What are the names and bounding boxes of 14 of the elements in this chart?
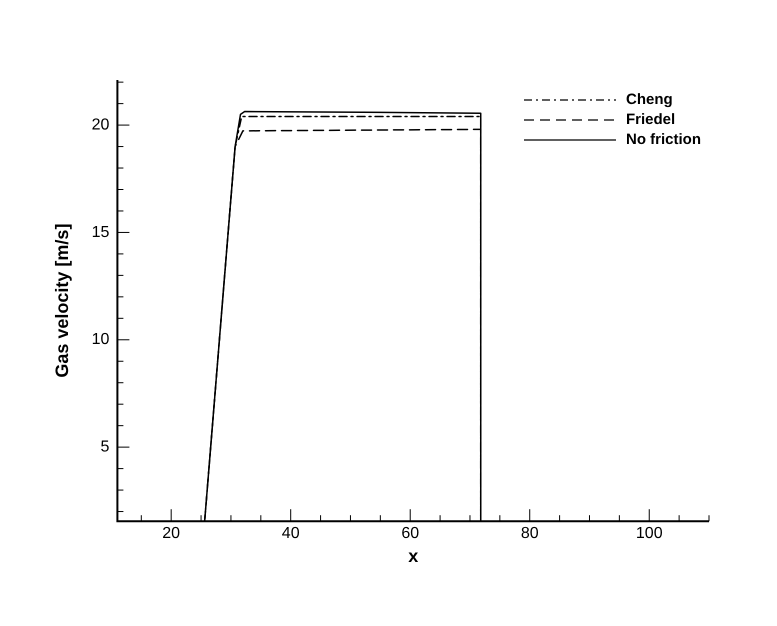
x-tick-label: 40	[282, 525, 300, 542]
x-tick-label: 20	[162, 525, 180, 542]
text: Cheng	[626, 91, 673, 108]
x-tick-label: 60	[401, 525, 420, 542]
y-tick-label: 10	[92, 331, 110, 348]
x-tick-label: 80	[520, 525, 539, 542]
text: Friedel	[626, 111, 676, 128]
x-axis-title: x	[408, 546, 418, 566]
y-tick-label: 20	[92, 116, 110, 134]
x-tick-label: 100	[636, 525, 663, 542]
y-tick-label: 5	[100, 438, 110, 456]
y-tick-label: 15	[92, 224, 110, 241]
text: No friction	[626, 131, 701, 148]
y-axis-title: Gas velocity [m/s]	[52, 224, 72, 378]
